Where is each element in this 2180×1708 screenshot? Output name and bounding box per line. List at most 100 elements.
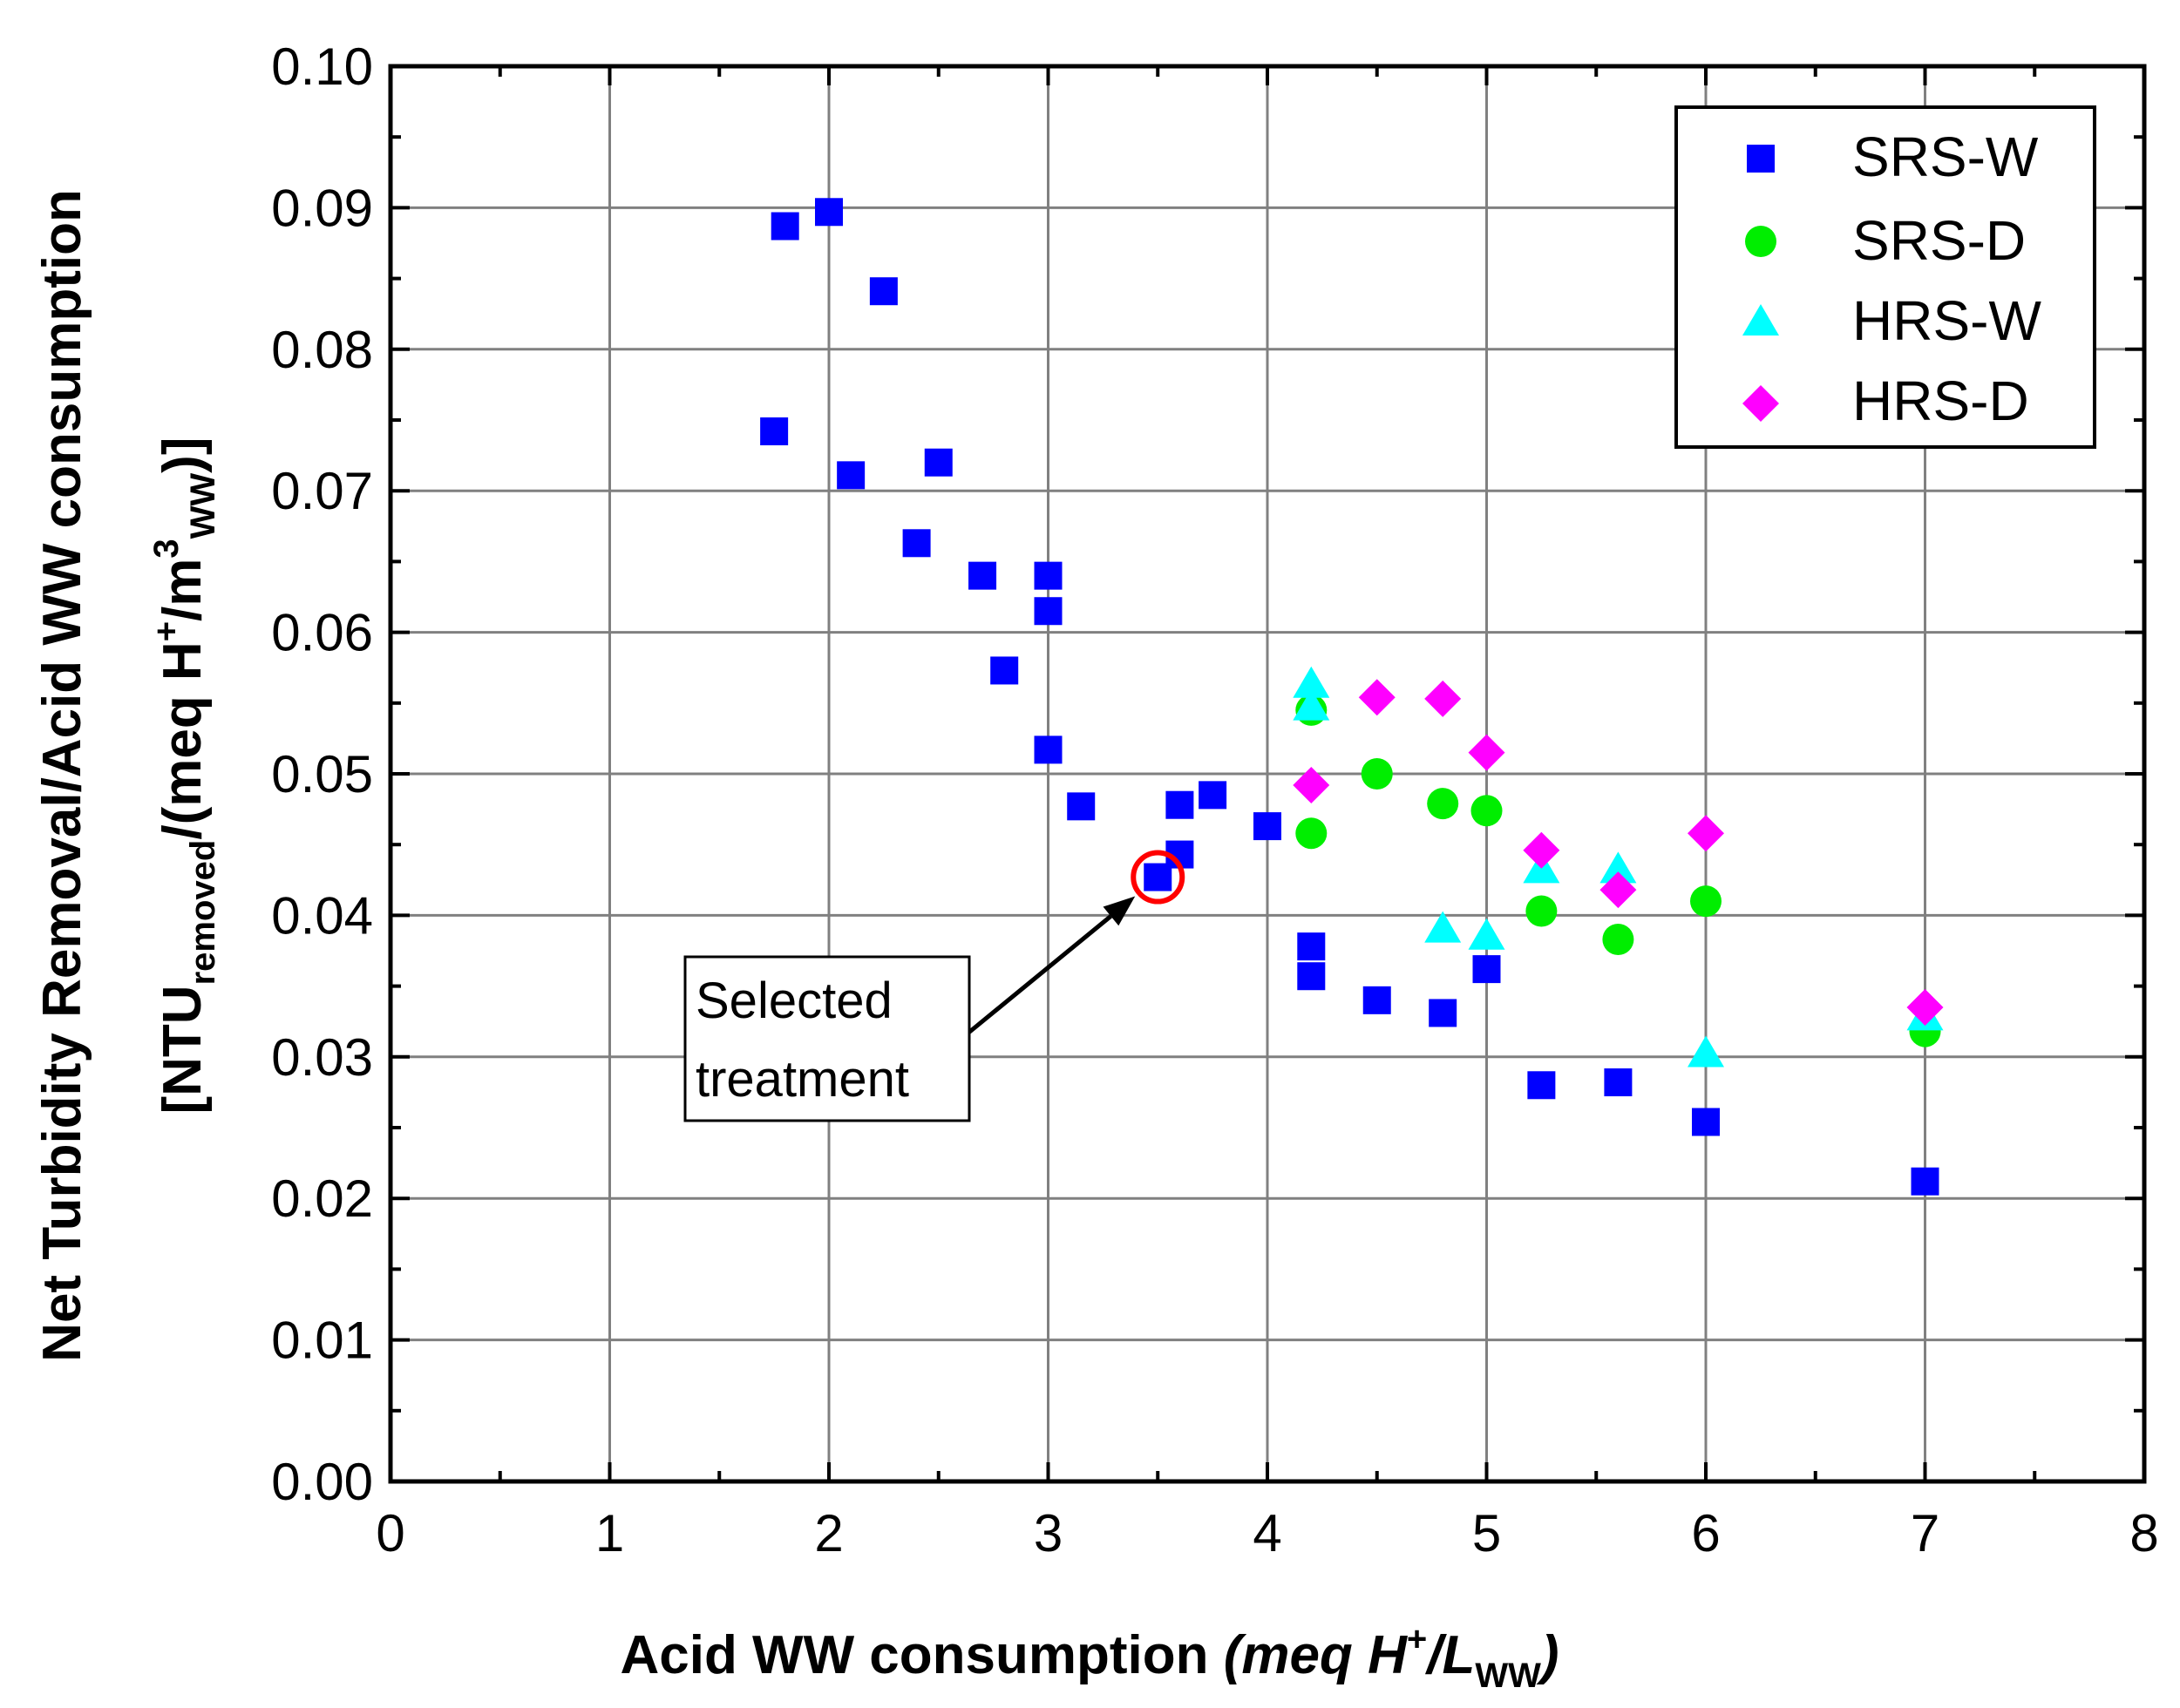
legend-marker-srs-d xyxy=(1745,226,1776,257)
annotation-arrow-line xyxy=(966,914,1112,1035)
y-tick-label: 0.08 xyxy=(271,321,373,379)
data-point-srs-w xyxy=(760,417,789,445)
legend-label-srs-w: SRS-W xyxy=(1852,125,2039,188)
data-point-hrs-d xyxy=(1906,988,1944,1026)
data-point-hrs-d xyxy=(1599,871,1637,909)
data-point-srs-w xyxy=(902,529,931,558)
y-axis-title-mid2: /m xyxy=(153,559,213,621)
plot-frame xyxy=(388,64,2147,1484)
y-tick-label: 0.07 xyxy=(271,462,373,520)
data-point-srs-w xyxy=(1253,812,1281,841)
data-point-srs-w xyxy=(1297,932,1326,961)
y-axis-title-sub1: removed xyxy=(184,840,222,986)
y-axis-title-sub2: WW xyxy=(184,473,222,539)
data-markers xyxy=(760,198,1944,1196)
data-point-srs-w xyxy=(1527,1071,1556,1100)
x-axis-title-paren-open: (meq H xyxy=(1224,1625,1408,1685)
legend-label-hrs-d: HRS-D xyxy=(1852,369,2029,432)
x-tick-label: 8 xyxy=(2129,1504,2158,1562)
data-point-srs-w xyxy=(1034,735,1063,764)
x-tick-label: 0 xyxy=(376,1504,404,1562)
data-point-srs-w xyxy=(1034,597,1063,626)
data-point-srs-d xyxy=(1602,924,1634,956)
data-point-srs-d xyxy=(1361,758,1393,790)
data-point-srs-w xyxy=(1429,999,1457,1027)
y-tick-labels: 0.00 0.01 0.02 0.03 0.04 0.05 0.06 0.07 0.08 0.09… xyxy=(271,37,373,1511)
y-tick-label: 0.10 xyxy=(271,37,373,96)
x-tick-label: 1 xyxy=(595,1504,624,1562)
data-point-hrs-w xyxy=(1599,851,1637,884)
data-point-srs-w xyxy=(837,461,866,490)
data-point-srs-w xyxy=(869,277,898,306)
y-tick-label: 0.04 xyxy=(271,886,373,945)
annotation-arrow-head xyxy=(1103,896,1136,926)
x-axis-title-slash: /L xyxy=(1424,1625,1475,1685)
data-point-srs-w xyxy=(1297,962,1326,991)
x-axis-title-main: Acid WW consumption xyxy=(620,1625,1223,1685)
data-point-hrs-d xyxy=(1293,766,1330,803)
y-axis-title-open: [NTU xyxy=(153,985,213,1114)
data-point-srs-w xyxy=(1034,561,1063,590)
data-point-srs-w xyxy=(1362,986,1391,1014)
y-tick-label: 0.06 xyxy=(271,604,373,662)
legend-box xyxy=(1674,105,2096,449)
data-point-srs-w xyxy=(1067,792,1096,821)
y-axis-title-mid: /(meq H xyxy=(153,641,213,839)
y-tick-label: 0.03 xyxy=(271,1028,373,1087)
data-point-srs-d xyxy=(1295,817,1328,850)
y-axis-title-close: )] xyxy=(153,437,213,473)
legend-marker-hrs-d xyxy=(1742,385,1779,422)
x-tick-label: 5 xyxy=(1472,1504,1501,1562)
data-point-hrs-w xyxy=(1293,688,1330,721)
y-axis-title-sup1: + xyxy=(147,621,186,641)
legend-markers xyxy=(1742,145,1779,422)
data-point-srs-w xyxy=(1604,1068,1633,1097)
data-point-srs-w xyxy=(1472,955,1501,984)
x-tick-label: 2 xyxy=(814,1504,843,1562)
y-tick-label: 0.09 xyxy=(271,179,373,237)
data-point-hrs-d xyxy=(1688,815,1724,852)
data-point-srs-d xyxy=(1470,795,1503,827)
x-axis-title-sub: WW xyxy=(1475,1657,1541,1695)
x-tick-label: 4 xyxy=(1253,1504,1281,1562)
data-point-hrs-d xyxy=(1358,679,1396,716)
data-point-srs-w xyxy=(990,656,1019,685)
x-tick-labels: 0 1 2 3 4 5 6 7 8 xyxy=(376,1504,2158,1562)
data-point-srs-d xyxy=(1427,788,1459,820)
data-point-srs-w xyxy=(968,561,997,590)
y-tick-label: 0.02 xyxy=(271,1169,373,1228)
x-tick-label: 6 xyxy=(1691,1504,1720,1562)
data-point-srs-w xyxy=(1692,1108,1720,1136)
x-tick-label: 3 xyxy=(1034,1504,1063,1562)
selected-treatment-highlight xyxy=(1131,850,1185,905)
data-point-srs-w xyxy=(1911,1167,1939,1196)
y-axis-title-line1: Net Turbidity Removal/Acid WW consumptio… xyxy=(32,189,92,1362)
legend-label-hrs-w: HRS-W xyxy=(1852,289,2041,352)
annotation-box xyxy=(683,955,971,1122)
x-axis-title-sup: + xyxy=(1407,1620,1427,1658)
annotation: Selected treatment xyxy=(683,850,1185,1122)
data-point-srs-d xyxy=(1525,895,1558,927)
y-tick-label: 0.01 xyxy=(271,1312,373,1370)
annotation-line1: Selected xyxy=(696,973,893,1029)
legend-label-srs-d: SRS-D xyxy=(1852,209,2026,272)
data-point-hrs-w xyxy=(1468,918,1505,950)
grid-lines xyxy=(390,66,2144,1481)
y-axis-title-line2: [NTUremoved/(meq H+/m3WW)] xyxy=(147,437,222,1115)
legend: SRS-W SRS-D HRS-W HRS-D xyxy=(1674,105,2096,449)
x-axis-title: Acid WW consumption (meq H+/LWW) xyxy=(620,1620,1559,1695)
y-tick-label: 0.05 xyxy=(271,745,373,803)
y-tick-label: 0.00 xyxy=(271,1453,373,1511)
data-point-srs-w xyxy=(771,212,799,241)
legend-marker-srs-w xyxy=(1747,145,1775,173)
data-point-srs-w xyxy=(1165,790,1194,819)
data-point-srs-d xyxy=(1690,885,1722,918)
data-point-hrs-d xyxy=(1468,734,1505,771)
data-point-srs-w xyxy=(1199,781,1227,810)
x-tick-label: 7 xyxy=(1911,1504,1939,1562)
data-point-srs-w xyxy=(815,198,843,227)
legend-marker-hrs-w xyxy=(1742,304,1779,336)
annotation-line2: treatment xyxy=(696,1051,909,1108)
data-point-srs-w xyxy=(924,448,953,477)
